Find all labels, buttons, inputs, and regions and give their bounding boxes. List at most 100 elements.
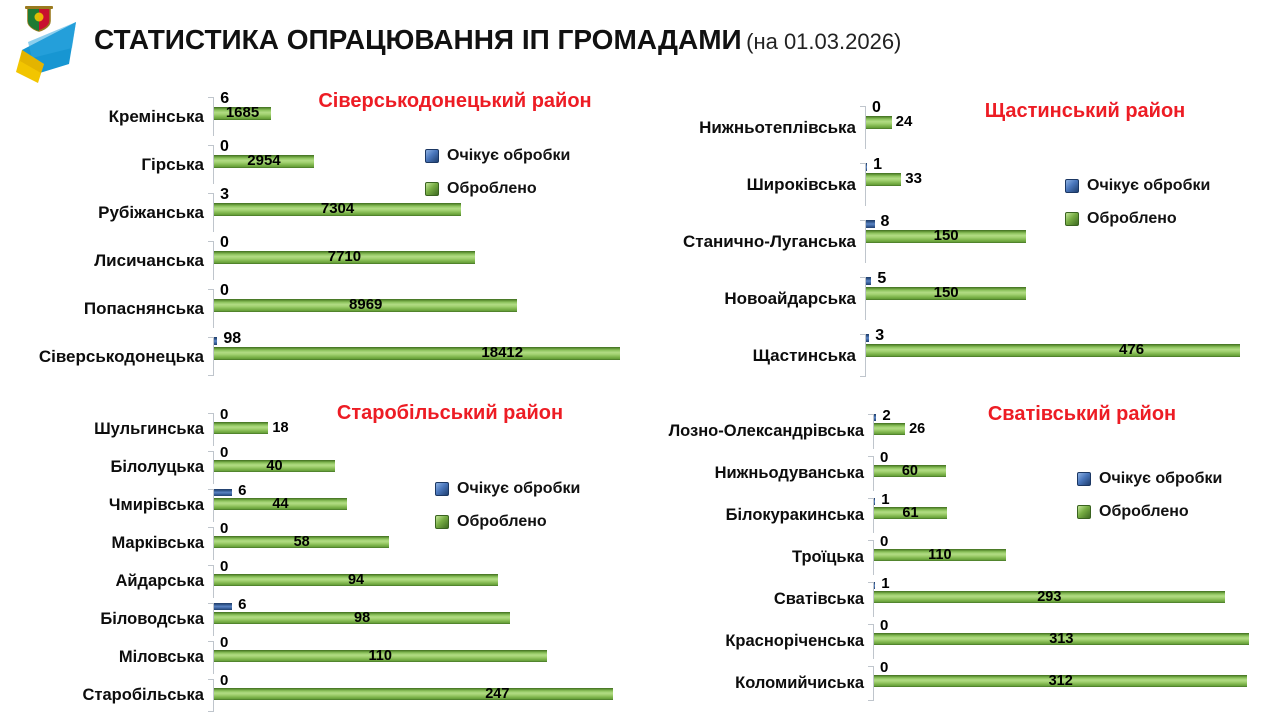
category-label: Старобільська — [82, 685, 205, 704]
chart-row: Новоайдарська 5 150 — [650, 263, 1240, 320]
category-label: Сватівська — [773, 589, 864, 608]
category-label: Марківська — [111, 533, 204, 552]
processed-bar — [214, 460, 335, 472]
legend-label: Очікує обробки — [1099, 470, 1223, 487]
processed-value: 58 — [293, 534, 310, 550]
pending-bar — [214, 337, 218, 345]
chart-row: Широківська 1 33 — [650, 149, 1240, 206]
chart-svativskyi-raion: Сватівський район Очікує обробки Обробле… — [640, 403, 1263, 703]
processed-value: 61 — [902, 505, 919, 521]
chart-legend: Очікує обробки Оброблено — [435, 480, 580, 546]
category-label: Троїцька — [792, 547, 864, 566]
plot-area: 8 150 — [860, 214, 1240, 263]
processed-swatch-icon — [1077, 505, 1091, 519]
plot-area: 1 293 — [868, 576, 1263, 617]
date-note: (на 01.03.2026) — [746, 29, 902, 54]
chart-row: Красноріченська 0 313 — [640, 617, 1263, 659]
pending-bar — [214, 603, 233, 610]
chart-legend: Очікує обробки Оброблено — [1077, 470, 1222, 536]
chart-title: Сватівський район — [987, 403, 1177, 425]
processed-bar — [214, 251, 475, 264]
plot-area: 6 1685 — [208, 91, 620, 136]
pending-value: 8 — [880, 213, 890, 230]
legend-item-pending: Очікує обробки — [435, 480, 580, 498]
processed-value: 293 — [1037, 589, 1062, 605]
pending-value: 0 — [880, 659, 889, 676]
category-label: Лисичанська — [94, 250, 204, 270]
pending-bar — [874, 414, 877, 421]
category-label: Білокуракинська — [725, 505, 864, 524]
chart-row: Нижньодуванська 0 60 — [640, 449, 1263, 491]
chart-title: Старобільський район — [336, 402, 564, 424]
chart-legend: Очікує обробки Оброблено — [425, 147, 570, 213]
bars-area: Кремінська 6 1685 Гірська 0 2954 Рубіжанська 3 7… — [10, 88, 620, 376]
chart-row: Лисичанська 0 7710 — [10, 232, 620, 280]
processed-bar — [214, 574, 499, 586]
pending-value: 0 — [872, 99, 881, 116]
pending-bar — [214, 489, 233, 496]
pending-value: 0 — [220, 520, 229, 537]
category-label: Нижньодуванська — [714, 463, 864, 482]
processed-bar — [874, 465, 946, 477]
processed-value: 24 — [895, 113, 913, 130]
category-label: Попаснянська — [83, 298, 204, 318]
processed-value: 2954 — [247, 152, 281, 169]
pending-value: 6 — [220, 90, 230, 107]
plot-area: 6 98 — [208, 597, 613, 636]
pending-bar — [866, 334, 870, 342]
processed-value: 18 — [272, 420, 289, 436]
pending-value: 1 — [881, 575, 890, 592]
category-label: Чмирівська — [108, 495, 204, 514]
chart-row: Станично-Луганська 8 150 — [650, 206, 1240, 263]
pending-value: 1 — [881, 491, 890, 508]
category-label: Біловодська — [100, 609, 204, 628]
pending-value: 0 — [220, 634, 229, 651]
pending-bar — [866, 163, 868, 171]
chart-row: Сватівська 1 293 — [640, 575, 1263, 617]
chart-legend: Очікує обробки Оброблено — [1065, 177, 1210, 243]
category-label: Рубіжанська — [98, 202, 204, 222]
pending-value: 6 — [238, 596, 247, 613]
pending-value: 0 — [220, 406, 229, 423]
pending-value: 0 — [220, 282, 229, 299]
chart-starobilskyi-raion: Старобільський район Очікує обробки Обро… — [10, 402, 613, 714]
processed-bar — [874, 549, 1006, 561]
plot-area: 1 61 — [868, 492, 1263, 533]
plot-area: 98 18412 — [208, 331, 620, 376]
luhansk-region-logo-icon — [16, 6, 76, 83]
pending-swatch-icon — [1077, 472, 1091, 486]
plot-area: 0 58 — [208, 521, 613, 560]
legend-item-processed: Оброблено — [425, 180, 570, 198]
processed-bar — [874, 675, 1248, 687]
legend-label: Оброблено — [457, 513, 547, 530]
processed-value: 98 — [354, 610, 371, 626]
category-label: Красноріченська — [725, 631, 864, 650]
processed-swatch-icon — [1065, 212, 1079, 226]
chart-title: Сіверськодонецький район — [318, 90, 592, 112]
pending-value: 98 — [223, 330, 242, 347]
plot-area: 0 110 — [208, 635, 613, 674]
plot-area: 2 26 — [868, 408, 1263, 449]
category-label: Щастинська — [752, 345, 856, 365]
processed-bar — [874, 591, 1225, 603]
chart-row: Кремінська 6 1685 — [10, 88, 620, 136]
processed-swatch-icon — [435, 515, 449, 529]
processed-bar — [214, 498, 347, 510]
legend-item-pending: Очікує обробки — [1065, 177, 1210, 195]
pending-value: 0 — [220, 558, 229, 575]
processed-value: 40 — [266, 458, 283, 474]
category-label: Шульгинська — [94, 419, 204, 438]
legend-label: Очікує обробки — [1087, 177, 1211, 194]
bars-area: Нижньотеплівська 0 24 Широківська 1 33 Станичн… — [650, 92, 1240, 377]
plot-area: 0 313 — [868, 618, 1263, 659]
pending-value: 5 — [877, 270, 887, 287]
chart-row: Білолуцька 0 40 — [10, 445, 613, 484]
legend-label: Оброблено — [1087, 210, 1177, 227]
processed-bar — [866, 230, 1027, 243]
category-label: Нижньотеплівська — [699, 117, 856, 137]
category-label: Новоайдарська — [724, 288, 856, 308]
plot-area: 0 60 — [868, 450, 1263, 491]
processed-value: 60 — [901, 463, 918, 479]
processed-value: 8969 — [349, 296, 383, 313]
processed-bar — [866, 173, 902, 186]
